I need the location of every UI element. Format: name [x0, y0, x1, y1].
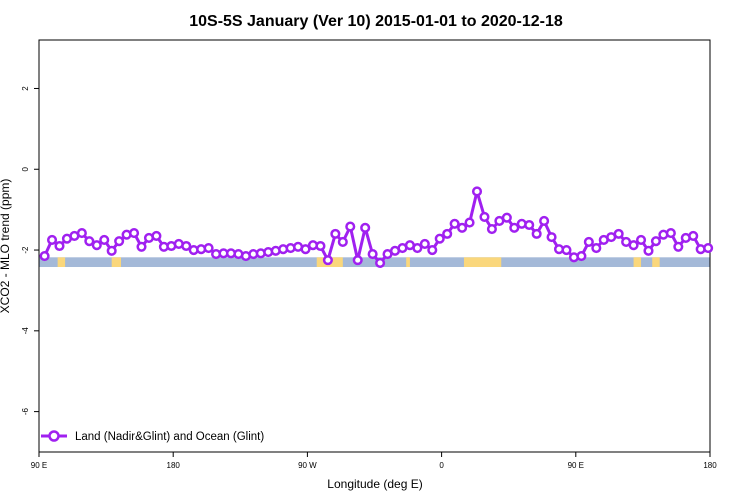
y-tick-label: 2: [21, 86, 30, 91]
data-point: [643, 245, 654, 256]
x-tick-label: 90 W: [298, 461, 317, 470]
x-tick-label: 90 E: [568, 461, 584, 470]
data-point: [46, 234, 58, 245]
data-point: [613, 228, 624, 239]
data-point: [471, 186, 483, 197]
data-point: [539, 215, 550, 227]
data-point: [300, 244, 311, 255]
data-point: [628, 240, 639, 251]
data-point: [501, 212, 512, 223]
data-point: [457, 222, 468, 233]
data-point: [479, 211, 490, 222]
data-point: [114, 236, 125, 247]
data-point: [360, 222, 371, 233]
chart-title: 10S-5S January (Ver 10) 2015-01-01 to 20…: [189, 13, 563, 30]
data-point: [591, 242, 602, 254]
data-point: [583, 236, 594, 248]
data-point: [434, 233, 445, 244]
data-point: [54, 240, 65, 252]
land-segment: [633, 257, 642, 268]
data-point: [136, 241, 147, 252]
data-point: [91, 240, 102, 251]
data-point: [650, 236, 661, 247]
ocean-band: [39, 257, 710, 268]
data-point: [412, 242, 423, 254]
y-axis-label: XCO2 - MLO trend (ppm): [0, 179, 12, 314]
data-point: [151, 230, 162, 241]
y-tick-label: 0: [21, 166, 30, 171]
x-tick-label: 0: [439, 461, 444, 470]
data-point: [486, 223, 497, 235]
x-tick-label: 180: [167, 461, 181, 470]
data-point: [688, 230, 699, 241]
data-point: [181, 240, 192, 252]
data-point: [703, 242, 714, 254]
data-point: [84, 236, 95, 247]
data-point: [442, 228, 453, 239]
data-point: [531, 228, 542, 239]
x-axis-label: Longitude (deg E): [327, 477, 422, 491]
data-point: [375, 257, 386, 269]
data-point: [509, 222, 520, 233]
y-tick-label: -6: [21, 408, 30, 416]
data-point: [367, 249, 378, 260]
data-point: [352, 255, 363, 266]
land-segment: [111, 257, 122, 268]
data-point: [337, 236, 348, 248]
y-axis: 2 0 -2 -4 -6: [21, 86, 39, 415]
legend-label: Land (Nadir&Glint) and Ocean (Glint): [75, 431, 264, 443]
legend: Land (Nadir&Glint) and Ocean (Glint): [41, 430, 264, 443]
land-segment: [406, 257, 410, 268]
series-group: [39, 186, 714, 269]
data-point: [106, 245, 117, 256]
data-point: [39, 251, 50, 262]
data-point: [76, 228, 87, 239]
x-axis: 90 E 180 90 W 0 90 E 180: [31, 452, 717, 470]
data-point: [322, 255, 333, 266]
x-tick-label: 180: [703, 461, 717, 470]
land-segment: [463, 257, 502, 268]
data-point: [673, 241, 684, 252]
data-point: [419, 238, 430, 250]
data-point: [524, 219, 535, 231]
legend-marker: [48, 430, 60, 442]
land-segment: [652, 257, 660, 268]
y-tick-label: -4: [21, 327, 30, 335]
data-point: [330, 228, 341, 239]
data-point: [203, 242, 214, 254]
data-point: [129, 228, 140, 239]
y-tick-label: -2: [21, 246, 30, 254]
land-segment: [57, 257, 66, 268]
data-point: [99, 234, 110, 245]
data-point: [427, 244, 438, 256]
data-point: [561, 244, 572, 256]
data-point: [345, 221, 356, 232]
x-tick-label: 90 E: [31, 461, 47, 470]
data-point: [635, 234, 647, 245]
data-point: [464, 217, 475, 228]
data-point: [449, 218, 460, 229]
data-point: [546, 232, 557, 243]
data-point: [315, 240, 326, 252]
data-point: [665, 228, 676, 239]
data-point: [576, 251, 587, 262]
